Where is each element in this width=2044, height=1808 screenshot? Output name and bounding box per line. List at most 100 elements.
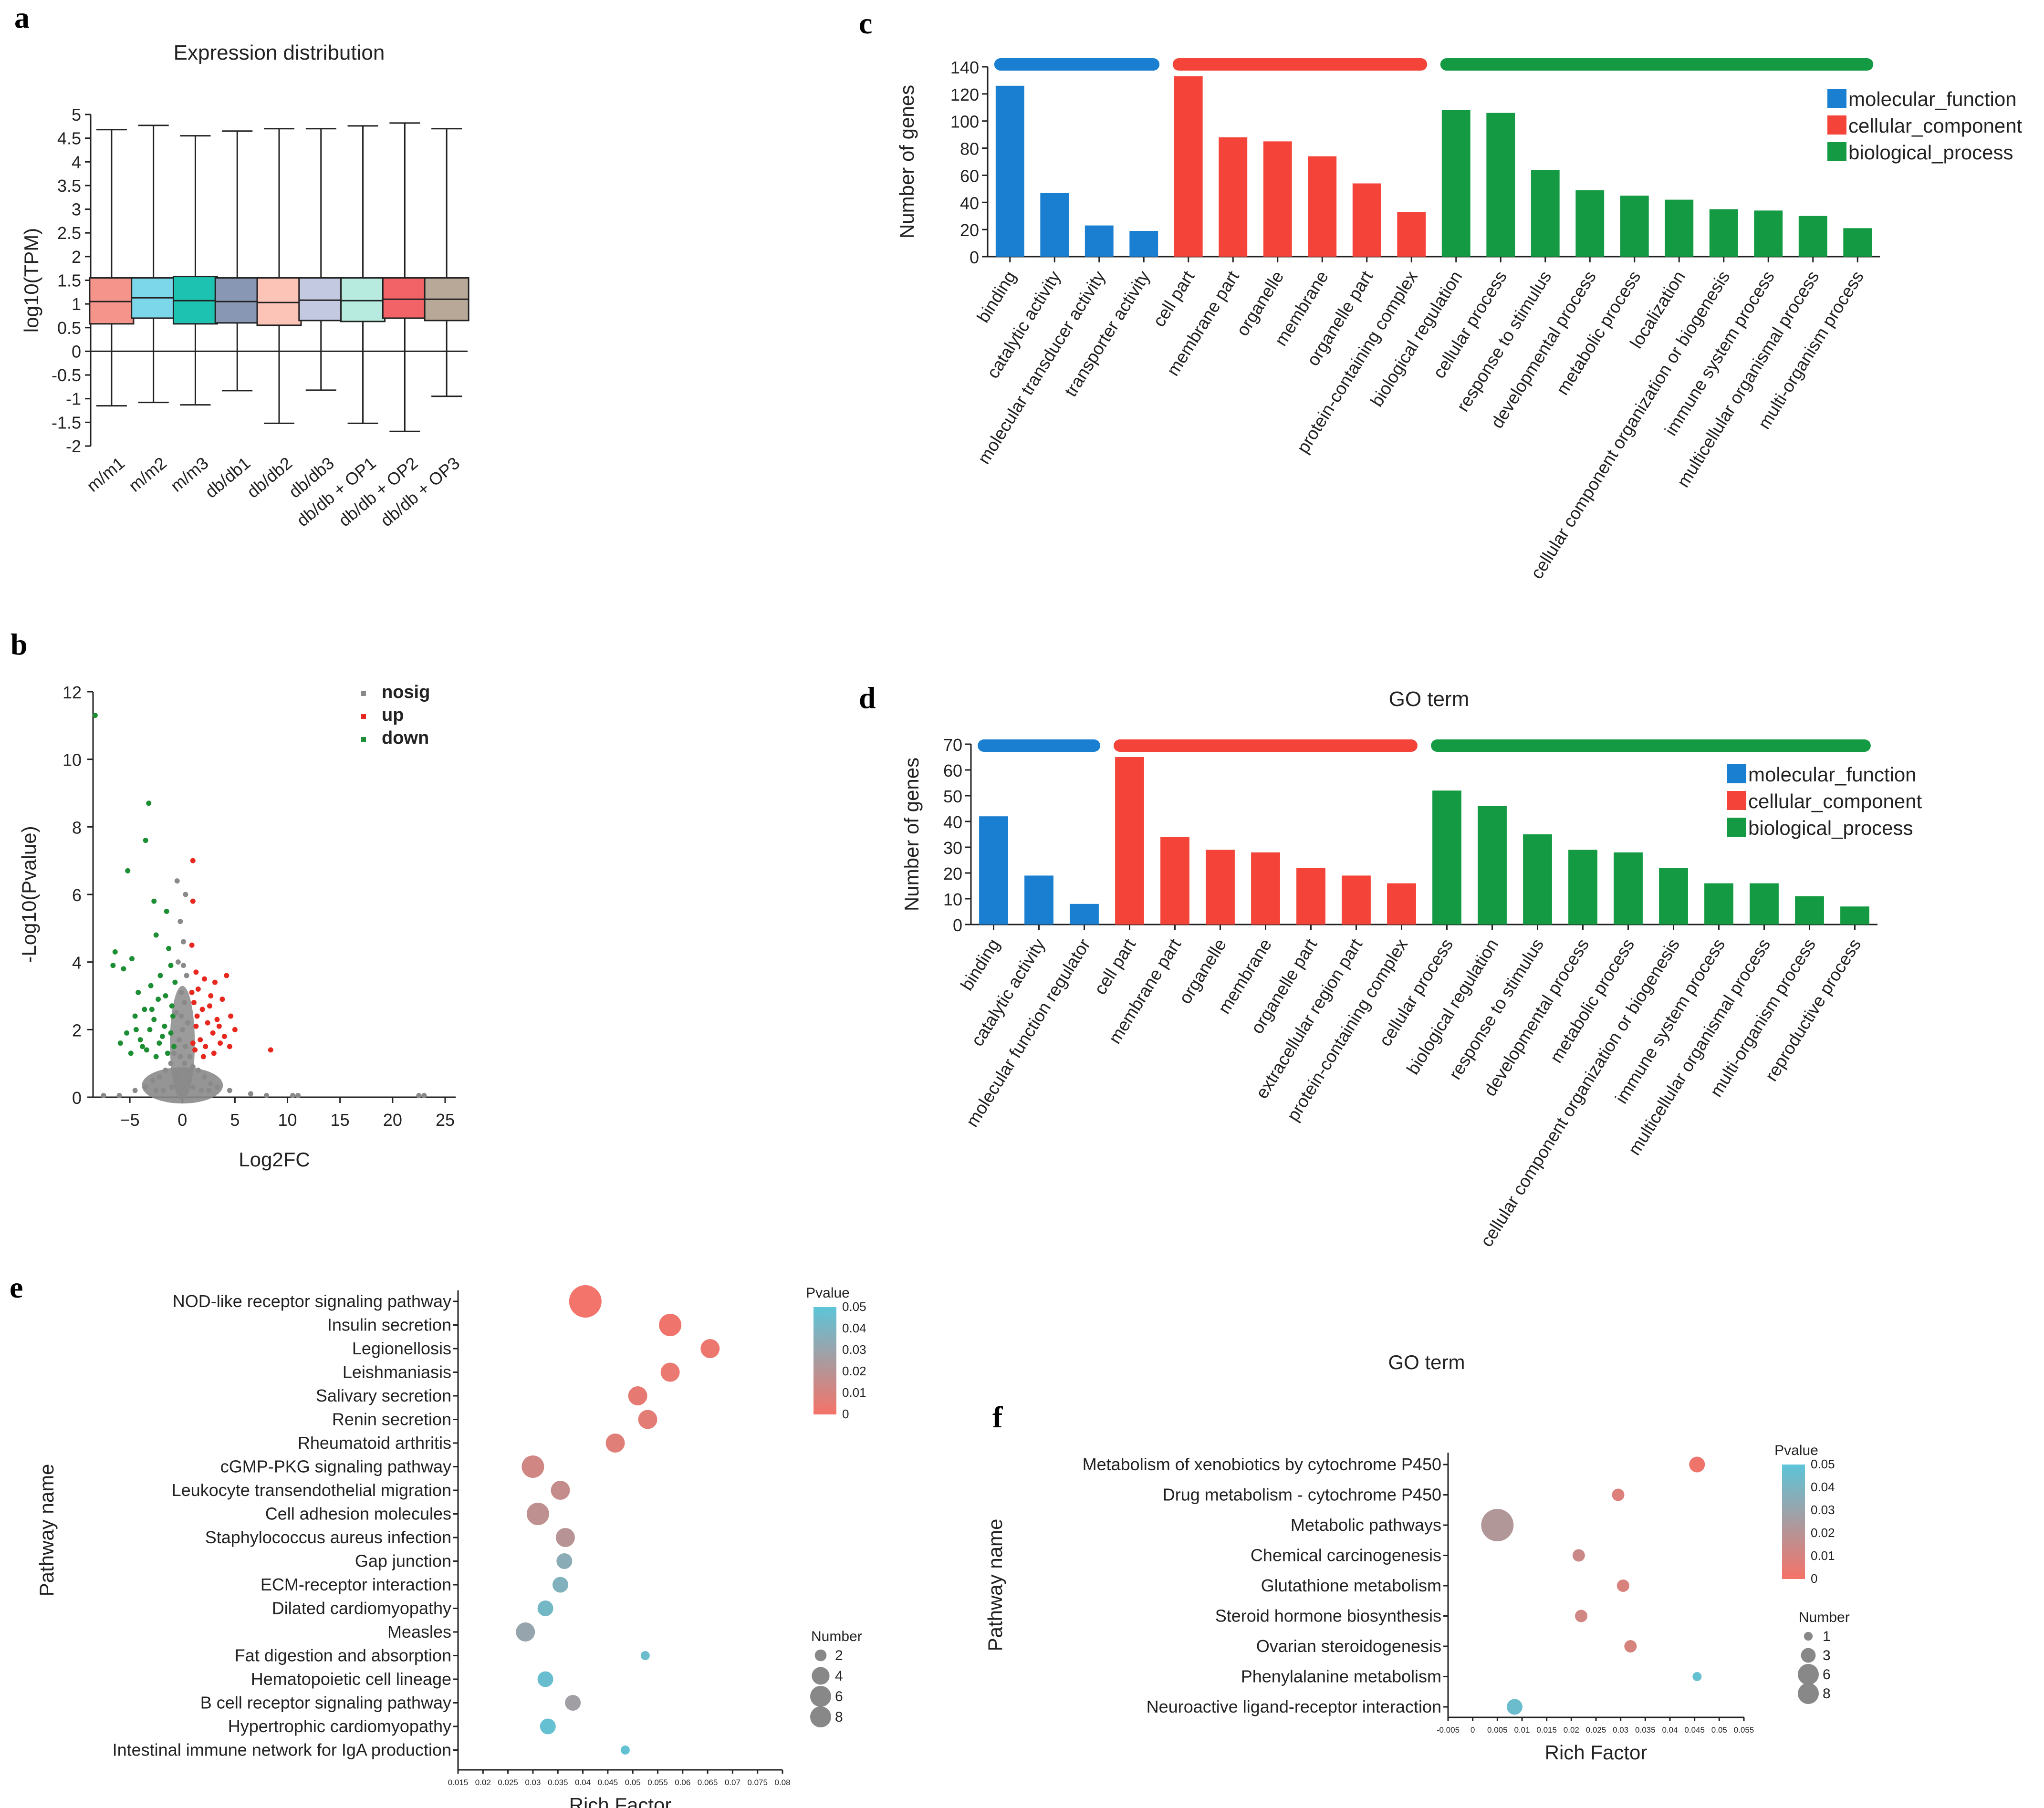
chart-c-bar — [1219, 137, 1248, 257]
chart-a-y-tick-label: -2 — [66, 436, 81, 456]
chart-b-point-nosig — [132, 1088, 138, 1093]
chart-e-x-tick-label: 0.08 — [774, 1778, 790, 1787]
chart-b-legend-marker-up — [361, 714, 366, 719]
chart-b-point-down — [153, 1054, 159, 1060]
chart-d-y-tick-label: 70 — [943, 735, 962, 755]
chart-b-point-down — [124, 1030, 129, 1036]
chart-e-pathway-label: Hypertrophic cardiomyopathy — [228, 1716, 451, 1736]
chart-b-point-up — [216, 1023, 222, 1029]
panel-a-boxplot: Expression distribution -2 -1.5 -1 -0.5 0 0.5 1… — [20, 41, 469, 530]
chart-c-x-label: transporter activity — [1061, 267, 1154, 400]
chart-f-size-legend-circle — [1801, 1648, 1816, 1663]
chart-c-bar — [1531, 170, 1560, 257]
chart-e-bubble — [555, 1528, 575, 1547]
chart-f-x-tick-label: 0.05 — [1711, 1725, 1727, 1735]
chart-d-title: GO term — [1389, 687, 1470, 711]
chart-c-legend-label-biological_process: biological_process — [1848, 141, 2013, 164]
chart-b-y-tick-label: 2 — [72, 1020, 82, 1040]
chart-b-point-nosig — [183, 892, 188, 897]
chart-f-x-tick-label: 0.015 — [1536, 1725, 1557, 1735]
chart-f-size-legend-title: Number — [1799, 1610, 1850, 1625]
chart-e-x-tick-label: 0.06 — [675, 1778, 690, 1787]
panel-d-go-bar: GO term 0 10 20 30 40 50 60 70 Number of genes bin… — [900, 687, 1922, 1373]
chart-b-point-up — [227, 1044, 232, 1049]
chart-b-point-up — [228, 1013, 234, 1019]
chart-f-size-legend-label: 1 — [1823, 1629, 1831, 1644]
chart-a-box — [340, 277, 386, 322]
chart-b-point-up — [190, 1040, 196, 1046]
chart-b-point-nosig — [185, 1078, 190, 1083]
chart-e-bubble — [537, 1671, 553, 1687]
chart-b-point-down — [166, 946, 172, 951]
chart-d-legend-label-molecular_function: molecular_function — [1748, 763, 1917, 786]
chart-b-legend-label-nosig: nosig — [382, 682, 430, 702]
chart-d-x-label: metabolic process — [1546, 935, 1638, 1067]
panel-c-go-bar: 0 20 40 60 80 100 120 140 Number of genes binding… — [896, 58, 2023, 582]
chart-e-bubble — [540, 1718, 556, 1735]
chart-a-x-label: m/m1 — [83, 453, 128, 496]
chart-d-x-title: GO term — [1388, 1351, 1465, 1373]
chart-c-bar — [1575, 190, 1605, 257]
chart-b-point-down — [146, 800, 152, 806]
chart-e-pathway-label: Salivary secretion — [316, 1386, 451, 1405]
chart-f-size-legend-label: 6 — [1823, 1667, 1831, 1683]
chart-e-x-tick-label: 0.03 — [525, 1778, 541, 1787]
chart-b-point-up — [199, 1007, 205, 1012]
chart-b-point-down — [156, 1040, 162, 1046]
chart-a-y-tick-label: 5 — [72, 105, 81, 125]
chart-a-title: Expression distribution — [174, 41, 385, 64]
chart-f-size-legend-circle — [1798, 1683, 1819, 1704]
chart-b-point-nosig — [173, 1010, 179, 1016]
chart-d-y-tick-label: 60 — [943, 761, 962, 780]
chart-b-y-tick-label: 12 — [63, 683, 82, 702]
chart-f-bubble — [1612, 1488, 1625, 1501]
chart-e-size-legend-circle — [812, 1667, 830, 1685]
chart-b-point-up — [210, 1030, 216, 1036]
chart-b-point-up — [232, 1027, 238, 1032]
chart-b-point-nosig — [182, 1000, 188, 1006]
chart-b-point-up — [207, 1003, 213, 1009]
chart-e-size-legend-circle — [810, 1686, 831, 1707]
chart-b-point-nosig — [171, 1050, 177, 1056]
chart-e-size-legend-label: 2 — [835, 1648, 843, 1663]
chart-c-bar — [1441, 110, 1470, 257]
chart-b-point-down — [157, 973, 163, 978]
chart-a-y-tick-label: 4.5 — [57, 129, 81, 148]
chart-f-bubble — [1507, 1699, 1523, 1715]
chart-b-y-tick-label: 6 — [72, 885, 82, 905]
chart-b-point-up — [221, 1034, 227, 1039]
chart-e-size-legend-circle — [810, 1706, 831, 1727]
chart-d-bar — [1387, 883, 1416, 925]
chart-e-colorbar-tick-label: 0.04 — [842, 1321, 866, 1335]
chart-b-point-nosig — [195, 1067, 201, 1073]
chart-a-box — [214, 277, 260, 324]
chart-b-point-down — [112, 949, 118, 955]
chart-d-bar — [1704, 883, 1733, 925]
chart-b-x-tick-label: 10 — [278, 1110, 297, 1130]
chart-b-point-down — [164, 908, 169, 914]
chart-a-y-tick-label: 1.5 — [57, 271, 81, 291]
chart-e-bubble — [628, 1386, 647, 1405]
chart-e-pathway-label: Leukocyte transendothelial migration — [172, 1480, 451, 1500]
chart-b-point-nosig — [175, 1070, 181, 1076]
chart-b-point-up — [218, 1040, 223, 1046]
chart-e-pathway-label: Gap junction — [355, 1551, 451, 1571]
chart-e-size-legend-label: 4 — [835, 1668, 843, 1684]
chart-b-point-nosig — [178, 1013, 184, 1019]
chart-e-x-title: Rich Factor — [569, 1794, 672, 1808]
chart-f-x-tick-label: 0.035 — [1635, 1725, 1656, 1735]
chart-d-bar — [1251, 852, 1280, 925]
chart-a-y-tick-label: 2.5 — [57, 223, 81, 243]
chart-b-point-down — [143, 838, 148, 843]
chart-b-point-nosig — [163, 1067, 168, 1073]
chart-e-pathway-label: Hematopoietic cell lineage — [251, 1669, 451, 1689]
chart-c-bar — [1709, 209, 1738, 257]
chart-a-y-tick-label: 4 — [72, 152, 81, 172]
chart-e-size-legend-circle — [814, 1649, 827, 1662]
chart-b-point-down — [171, 1044, 177, 1049]
chart-e-colorbar-tick-label: 0.03 — [842, 1342, 866, 1357]
chart-c-y-tick-label: 60 — [960, 166, 979, 186]
chart-c-bar — [1843, 228, 1872, 257]
chart-b-point-nosig — [182, 1060, 188, 1066]
chart-c-x-label: cell part — [1149, 267, 1199, 330]
